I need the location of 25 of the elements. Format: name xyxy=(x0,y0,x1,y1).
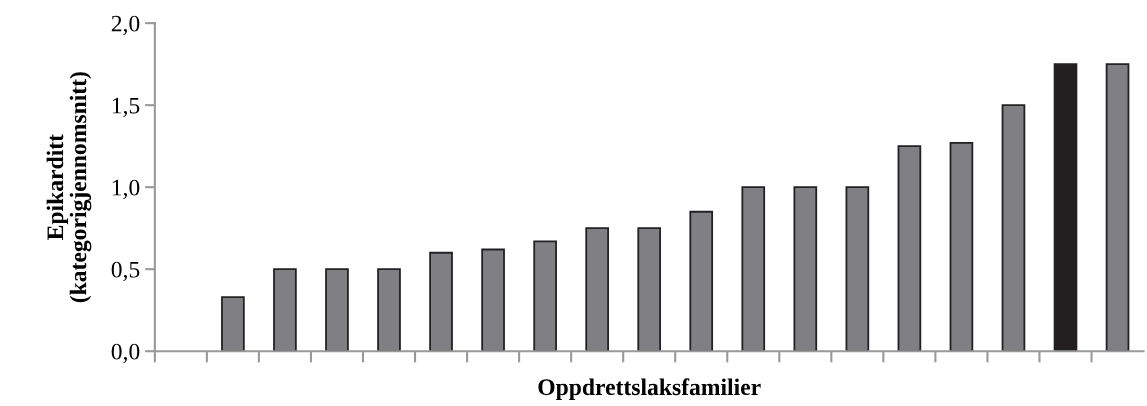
bar xyxy=(429,251,453,352)
bar xyxy=(689,210,714,352)
x-axis-title: Oppdrettslaksfamilier xyxy=(538,378,761,400)
y-tick-label: 0,5 xyxy=(111,261,140,281)
bar xyxy=(949,141,974,352)
y-tick-label: 2,0 xyxy=(111,15,140,35)
y-tick-label: 1,5 xyxy=(112,97,140,117)
y-tick-label: 1,0 xyxy=(112,179,140,199)
bar xyxy=(897,145,922,352)
bar xyxy=(533,240,557,352)
bar xyxy=(845,186,870,352)
bar xyxy=(1053,63,1078,352)
bar xyxy=(377,268,401,352)
bar xyxy=(637,227,662,352)
bar xyxy=(325,268,349,352)
bar xyxy=(585,227,609,352)
bar xyxy=(793,186,818,352)
bar xyxy=(481,248,505,352)
bar xyxy=(741,186,766,352)
bar xyxy=(273,268,297,352)
y-axis-title: Epikarditt (kategorigjennomsnitt) xyxy=(46,72,92,303)
bar xyxy=(1105,63,1130,352)
y-tick-label: 0,0 xyxy=(111,343,140,364)
bar xyxy=(1001,104,1026,352)
bar xyxy=(221,296,245,352)
